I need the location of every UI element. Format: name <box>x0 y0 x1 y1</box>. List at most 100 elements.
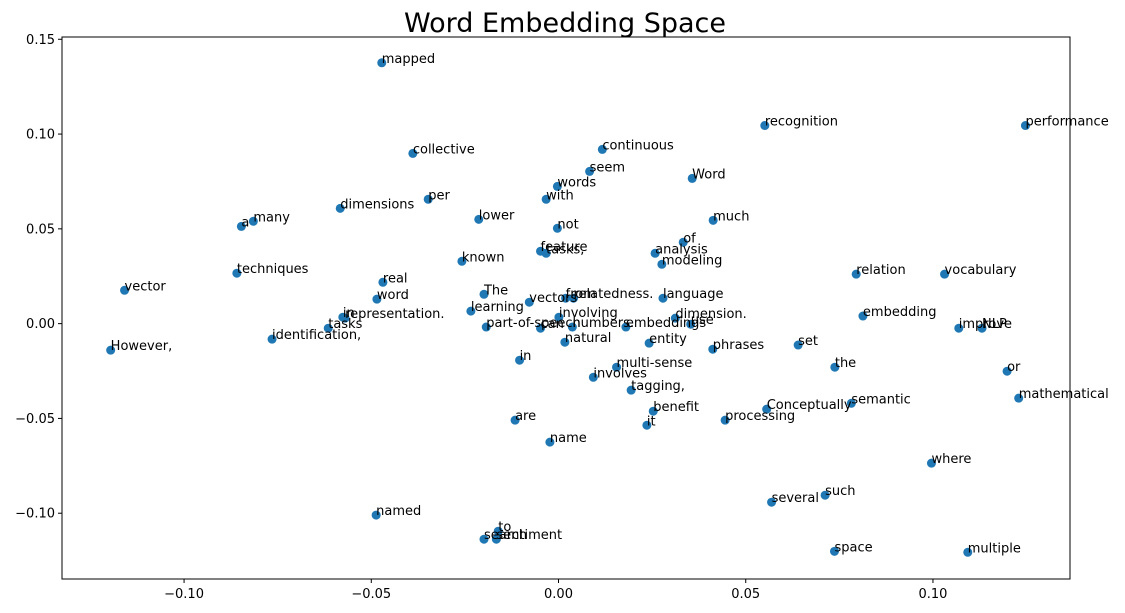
data-point <box>762 404 772 414</box>
data-point <box>1002 366 1012 376</box>
point-label: several <box>772 491 819 506</box>
point-label: feature <box>541 240 588 255</box>
point-label: where <box>931 452 971 467</box>
point-label: in <box>343 306 355 321</box>
data-point <box>545 437 555 447</box>
point-label: language <box>663 287 724 302</box>
point-label: relation <box>856 263 906 278</box>
point-label: phrases <box>713 338 765 353</box>
point-label: known <box>462 250 505 265</box>
data-point <box>541 248 551 258</box>
data-point <box>708 215 718 225</box>
data-point <box>926 458 936 468</box>
point-label: seem <box>590 160 625 175</box>
point-label: dimensions <box>340 197 414 212</box>
data-point <box>851 269 861 279</box>
point-label: Word <box>692 167 725 182</box>
data-point <box>474 214 484 224</box>
y-tick-label: −0.10 <box>15 507 55 522</box>
data-point <box>372 294 382 304</box>
data-point <box>457 256 467 266</box>
point-label: embeddings <box>626 316 707 331</box>
point-label: numbers. <box>572 316 634 331</box>
point-label: multiple <box>968 541 1021 556</box>
data-point <box>612 362 622 372</box>
point-label: set <box>798 334 818 349</box>
data-point <box>541 194 551 204</box>
data-point <box>597 144 607 154</box>
data-point <box>954 323 964 333</box>
point-label: it <box>647 414 656 429</box>
data-point <box>491 534 501 544</box>
data-point <box>371 510 381 520</box>
data-point <box>820 490 830 500</box>
point-label: can <box>541 317 564 332</box>
data-point <box>236 221 246 231</box>
point-label: Conceptually <box>767 398 852 413</box>
x-tick-label: 0.05 <box>731 587 760 602</box>
data-point <box>377 58 387 68</box>
data-point <box>621 322 631 332</box>
point-label: per <box>428 188 450 203</box>
point-label: improve <box>959 317 1012 332</box>
point-label: mapped <box>382 52 435 67</box>
point-label: learning <box>471 300 524 315</box>
point-label: not <box>557 217 578 232</box>
point-label: of <box>683 231 696 246</box>
data-point <box>1020 121 1030 131</box>
point-label: benefit <box>653 400 699 415</box>
point-label: performance <box>1025 115 1108 130</box>
point-label: The <box>483 283 508 298</box>
point-label: relatedness. <box>573 287 653 302</box>
point-label: vectors <box>529 291 577 306</box>
point-label: involves <box>593 366 647 381</box>
data-point <box>858 311 868 321</box>
data-point <box>561 293 571 303</box>
data-point <box>977 323 987 333</box>
y-axis: −0.10 −0.05 0.00 0.05 0.10 0.15 <box>15 33 62 522</box>
data-point <box>767 497 777 507</box>
data-point <box>335 203 345 213</box>
point-label: tagging, <box>631 379 685 394</box>
point-label: representation. <box>345 307 444 322</box>
point-label: involving <box>559 306 618 321</box>
point-label: However, <box>111 339 173 354</box>
point-label: NLP <box>982 317 1007 332</box>
point-label: real <box>383 271 408 286</box>
point-label: analysis <box>655 242 708 257</box>
data-point <box>267 334 277 344</box>
data-point <box>536 323 546 333</box>
data-point <box>670 313 680 323</box>
point-label: embedding <box>863 305 937 320</box>
data-point <box>963 547 973 557</box>
point-label: named <box>376 504 421 519</box>
point-label: techniques <box>237 262 309 277</box>
point-label: modeling <box>662 253 723 268</box>
data-point <box>940 269 950 279</box>
data-point <box>626 385 636 395</box>
data-point <box>760 121 770 131</box>
point-label: many <box>253 210 290 225</box>
data-point <box>479 534 489 544</box>
data-point <box>340 313 350 323</box>
data-point <box>678 237 688 247</box>
data-point <box>408 148 418 158</box>
data-point <box>552 181 562 191</box>
y-tick-label: 0.10 <box>26 128 55 143</box>
point-label: much <box>713 209 749 224</box>
point-label: sentiment <box>496 528 562 543</box>
data-points <box>106 58 1030 557</box>
point-label: from <box>566 287 596 302</box>
data-point <box>830 362 840 372</box>
data-point <box>423 194 433 204</box>
data-point <box>650 248 660 258</box>
chart-title: Word Embedding Space <box>404 8 726 39</box>
point-label: tasks, <box>546 242 584 257</box>
x-tick-label: −0.05 <box>351 587 391 602</box>
data-point <box>552 223 562 233</box>
point-label: word <box>377 288 409 303</box>
data-point <box>560 337 570 347</box>
data-point <box>248 216 258 226</box>
data-point <box>524 297 534 307</box>
point-label: such <box>825 484 855 499</box>
